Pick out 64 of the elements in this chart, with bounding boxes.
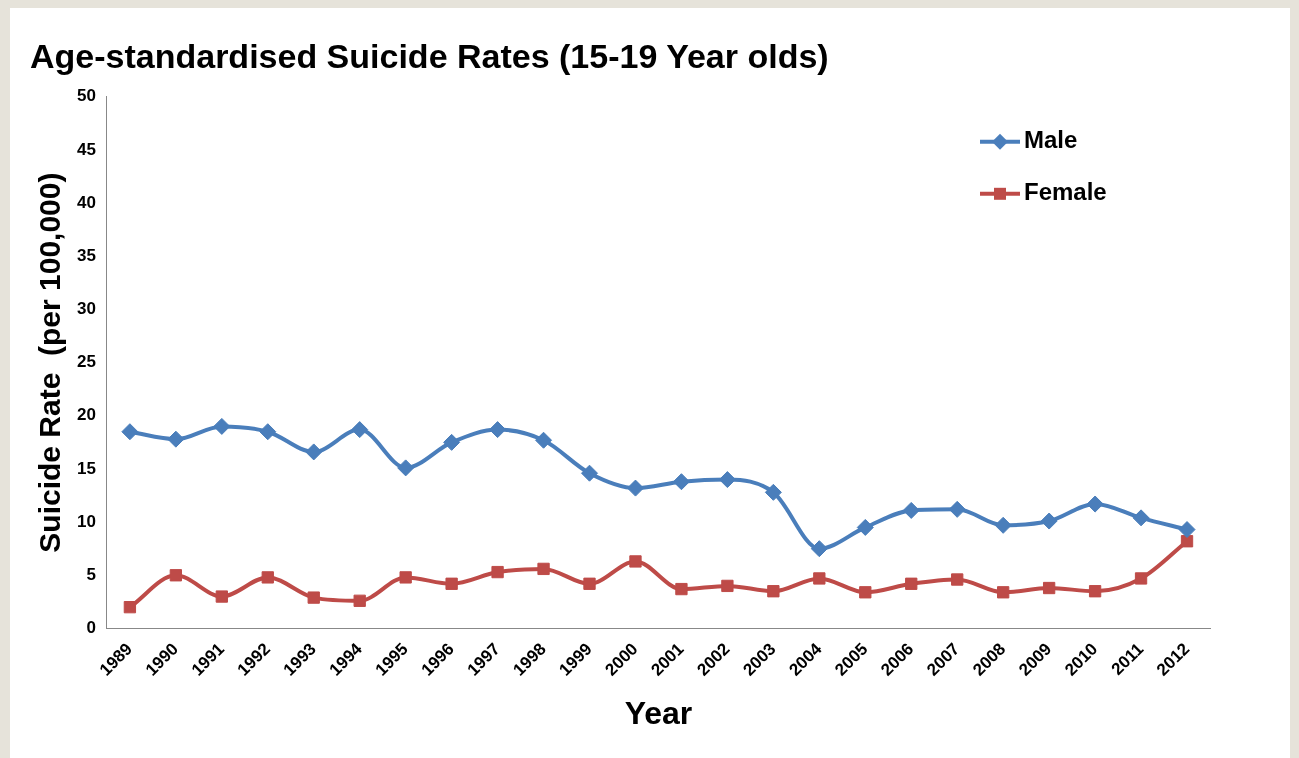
y-tick-label: 35 xyxy=(76,245,96,265)
y-tick-label: 0 xyxy=(86,618,96,638)
legend-label: Male xyxy=(1024,126,1078,154)
y-tick-label: 10 xyxy=(76,511,96,531)
point xyxy=(489,421,507,439)
point xyxy=(813,572,826,585)
y-tick-label: 20 xyxy=(76,405,96,425)
y-tick-label: 5 xyxy=(86,564,96,584)
point xyxy=(718,471,736,489)
point xyxy=(1134,572,1148,585)
point xyxy=(810,540,828,558)
y-tick-label: 40 xyxy=(76,192,96,212)
point xyxy=(764,483,782,501)
point xyxy=(169,569,183,582)
point xyxy=(445,577,458,590)
point xyxy=(307,591,320,604)
point xyxy=(675,582,688,596)
point xyxy=(261,571,274,584)
point xyxy=(443,433,461,451)
point xyxy=(856,518,874,536)
y-tick-label: 45 xyxy=(76,139,96,159)
point xyxy=(215,590,228,603)
point xyxy=(583,577,596,590)
point xyxy=(167,430,185,448)
point xyxy=(1132,509,1150,527)
point xyxy=(351,421,369,439)
point xyxy=(399,571,412,584)
point xyxy=(672,473,690,491)
point xyxy=(353,594,366,607)
point xyxy=(491,565,504,579)
point xyxy=(1180,535,1194,548)
y-tick-label: 30 xyxy=(76,299,96,319)
point xyxy=(994,516,1012,534)
point xyxy=(629,555,642,568)
point xyxy=(397,459,415,477)
point xyxy=(902,501,920,519)
legend-label: Female xyxy=(1024,178,1107,206)
point xyxy=(626,479,644,497)
point xyxy=(1086,495,1104,513)
point xyxy=(213,417,231,435)
x-axis-title: Year xyxy=(624,694,693,731)
point xyxy=(951,573,964,586)
point xyxy=(997,586,1010,599)
point xyxy=(905,577,918,590)
point xyxy=(305,443,323,461)
y-axis-title: Suicide Rate (per 100,000) xyxy=(33,172,67,553)
y-tick-label: 50 xyxy=(76,86,96,106)
point xyxy=(859,586,872,599)
point xyxy=(1040,512,1058,530)
y-tick-label: 25 xyxy=(76,352,96,372)
chart-title: Age-standardised Suicide Rates (15-19 Year olds) xyxy=(30,36,829,75)
point xyxy=(259,423,277,441)
point xyxy=(1178,521,1196,539)
point xyxy=(123,601,137,614)
point xyxy=(537,562,550,576)
point xyxy=(721,579,734,593)
point xyxy=(581,464,599,482)
y-tick-label: 15 xyxy=(76,458,96,478)
point xyxy=(948,500,966,518)
point xyxy=(535,431,553,449)
point xyxy=(1042,581,1056,595)
point xyxy=(121,423,139,441)
point xyxy=(1088,585,1102,598)
point xyxy=(767,585,780,598)
